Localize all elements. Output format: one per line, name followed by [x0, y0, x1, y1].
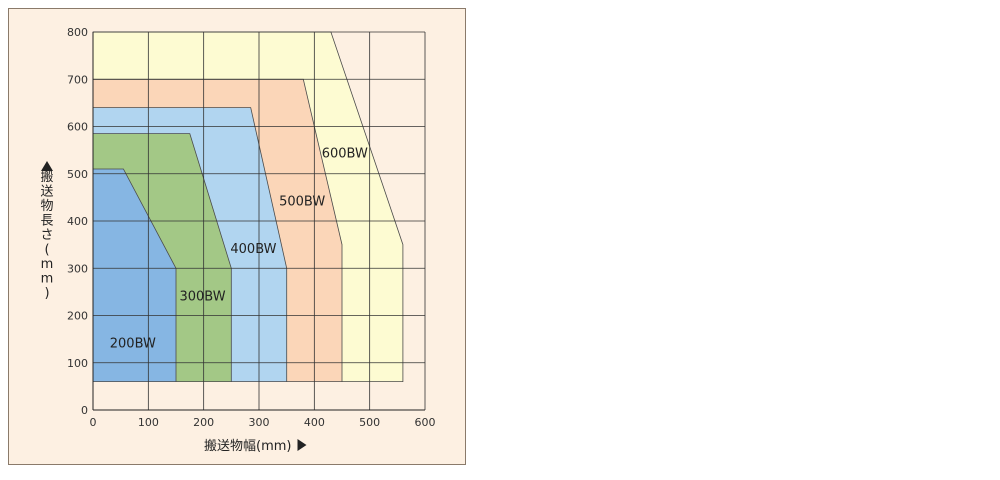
y-tick-label: 300	[67, 262, 88, 275]
chart-panel: 0 100 200 300 400 500 600 0 100 200 300 400 500 600 70…	[8, 8, 466, 465]
y-tick-label: 700	[67, 73, 88, 86]
series-label-400bw: 400BW	[230, 242, 276, 257]
series-label-500bw: 500BW	[279, 195, 325, 210]
y-tick-label: 800	[67, 26, 88, 39]
y-tick-label: 200	[67, 310, 88, 323]
x-tick-label: 200	[193, 416, 214, 429]
x-axis-title: 搬送物幅(mm)	[204, 439, 291, 454]
chart: 0 100 200 300 400 500 600 0 100 200 300 400 500 600 70…	[40, 26, 436, 454]
x-tick-label: 500	[359, 416, 380, 429]
x-tick-label: 400	[304, 416, 325, 429]
series-label-200bw: 200BW	[110, 336, 156, 351]
x-tick-label: 0	[90, 416, 97, 429]
y-tick-label: 100	[67, 357, 88, 370]
series-label-300bw: 300BW	[179, 290, 225, 305]
y-tick-label: 0	[81, 404, 88, 417]
y-tick-label: 500	[67, 168, 88, 181]
x-axis-arrow-icon	[297, 439, 307, 451]
x-tick-label: 600	[415, 416, 436, 429]
y-axis-title: 搬送物長さ(m m)	[40, 170, 53, 301]
y-tick-label: 400	[67, 215, 88, 228]
x-tick-label: 100	[138, 416, 159, 429]
x-tick-label: 300	[249, 416, 270, 429]
y-axis-arrow-icon	[41, 161, 53, 171]
y-tick-label: 600	[67, 121, 88, 134]
series-label-600bw: 600BW	[322, 146, 368, 161]
